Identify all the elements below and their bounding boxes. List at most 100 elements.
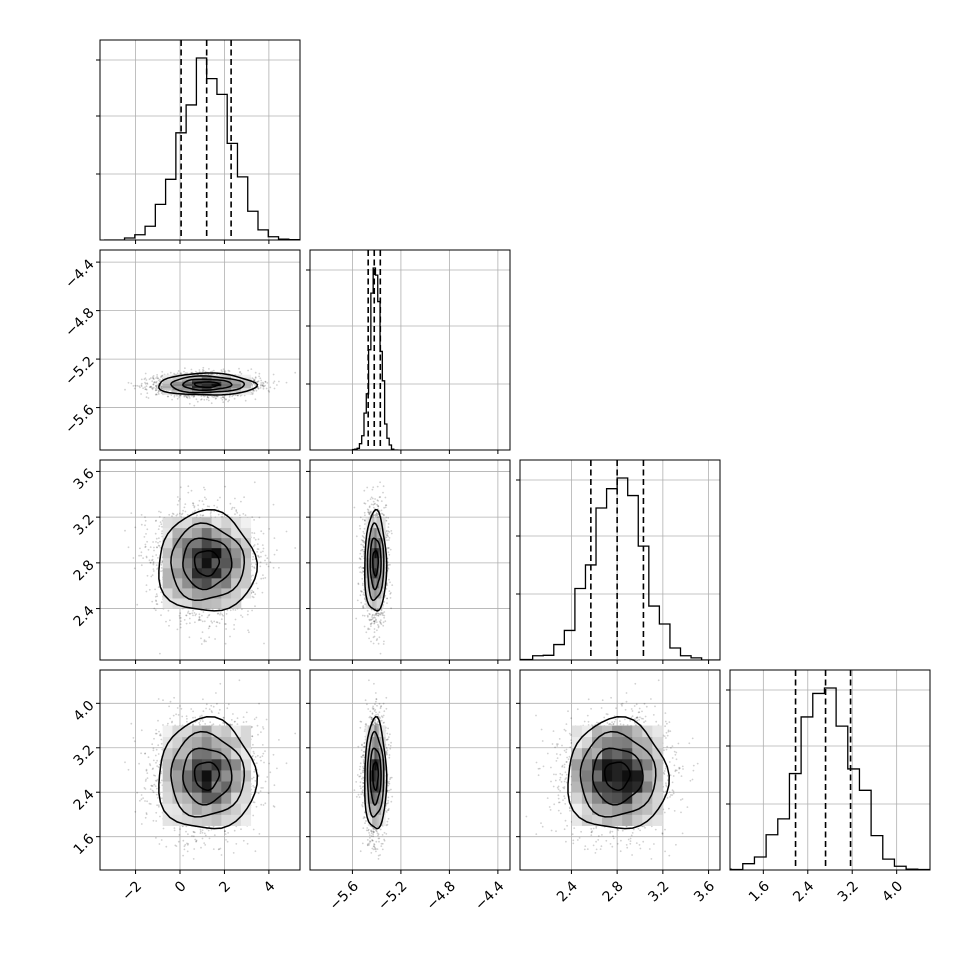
sample-point bbox=[144, 543, 147, 546]
sample-point bbox=[214, 396, 216, 398]
sample-point bbox=[187, 610, 190, 613]
sample-point bbox=[265, 387, 268, 390]
density-cell bbox=[240, 379, 252, 382]
sample-point bbox=[198, 371, 201, 373]
sample-point bbox=[206, 396, 209, 399]
sample-point bbox=[156, 393, 158, 396]
sample-point bbox=[146, 540, 149, 543]
sample-point bbox=[219, 612, 222, 614]
sample-point bbox=[201, 514, 204, 517]
sample-point bbox=[160, 387, 163, 389]
sample-point bbox=[261, 384, 264, 387]
sample-point bbox=[294, 547, 297, 549]
sample-point bbox=[154, 588, 157, 591]
sample-point bbox=[252, 389, 254, 392]
sample-point bbox=[151, 380, 154, 383]
sample-point bbox=[226, 609, 229, 612]
sample-point bbox=[148, 378, 151, 381]
sample-point bbox=[152, 383, 155, 386]
sample-point bbox=[208, 636, 211, 639]
sample-point bbox=[176, 513, 179, 516]
sample-point bbox=[153, 382, 155, 384]
sample-point bbox=[273, 553, 276, 556]
sample-point bbox=[153, 607, 156, 610]
sample-point bbox=[262, 532, 265, 535]
sample-point bbox=[147, 397, 150, 399]
sample-point bbox=[193, 404, 196, 407]
sample-point bbox=[155, 541, 157, 543]
sample-point bbox=[213, 504, 216, 507]
sample-point bbox=[188, 636, 191, 639]
sample-point bbox=[184, 367, 186, 370]
panel-frame bbox=[99, 39, 301, 241]
sample-point bbox=[155, 384, 157, 387]
sample-point bbox=[262, 547, 265, 550]
contour-line bbox=[193, 381, 221, 389]
sample-point bbox=[203, 395, 206, 398]
sample-point bbox=[152, 377, 155, 380]
sample-point bbox=[285, 381, 288, 384]
density-cell bbox=[201, 392, 212, 395]
sample-point bbox=[187, 612, 189, 614]
sample-point bbox=[229, 609, 232, 612]
density-cell bbox=[201, 387, 212, 391]
density-cell bbox=[221, 379, 232, 382]
sample-point bbox=[154, 520, 157, 522]
sample-point bbox=[166, 395, 169, 398]
sample-point bbox=[140, 523, 143, 526]
sample-point bbox=[176, 372, 179, 375]
sample-point bbox=[155, 377, 158, 379]
sample-point bbox=[254, 377, 257, 379]
sample-point bbox=[203, 640, 206, 643]
sample-point bbox=[215, 625, 218, 628]
sample-point bbox=[145, 556, 148, 559]
sample-point bbox=[202, 611, 205, 613]
sample-point bbox=[157, 377, 159, 380]
sample-point bbox=[156, 384, 159, 387]
sample-point bbox=[256, 543, 259, 545]
sample-point bbox=[262, 387, 265, 390]
sample-point bbox=[152, 375, 155, 377]
sample-point bbox=[208, 368, 210, 370]
sample-point bbox=[247, 369, 250, 372]
sample-point bbox=[264, 559, 266, 562]
sample-point bbox=[192, 614, 194, 617]
sample-point bbox=[144, 546, 147, 548]
sample-point bbox=[223, 370, 226, 372]
sample-point bbox=[184, 510, 187, 513]
density-cell bbox=[231, 383, 242, 387]
sample-point bbox=[238, 367, 240, 370]
sample-point bbox=[248, 631, 250, 634]
sample-point bbox=[254, 376, 257, 379]
sample-point bbox=[130, 382, 133, 385]
sample-point bbox=[173, 395, 176, 398]
sample-point bbox=[186, 396, 188, 399]
sample-point bbox=[143, 536, 146, 538]
sample-point bbox=[231, 506, 234, 509]
sample-point bbox=[260, 382, 263, 384]
panel-0-2: 2.42.83.23.6 bbox=[71, 459, 301, 664]
sample-point bbox=[168, 624, 170, 627]
sample-point bbox=[253, 390, 256, 392]
sample-point bbox=[251, 393, 254, 396]
sample-point bbox=[158, 525, 161, 527]
sample-point bbox=[179, 394, 182, 397]
sample-point bbox=[206, 396, 209, 399]
sample-point bbox=[200, 398, 202, 401]
sample-point bbox=[185, 614, 188, 617]
sample-point bbox=[160, 385, 163, 388]
sample-point bbox=[262, 382, 265, 385]
sample-point bbox=[140, 393, 143, 395]
sample-point bbox=[149, 561, 152, 564]
sample-point bbox=[176, 496, 179, 498]
sample-point bbox=[179, 623, 182, 626]
sample-point bbox=[182, 509, 185, 512]
sample-point bbox=[216, 506, 219, 509]
density-cell bbox=[162, 379, 173, 382]
sample-point bbox=[151, 387, 154, 390]
sample-point bbox=[180, 372, 183, 375]
sample-point bbox=[144, 524, 146, 527]
sample-point bbox=[198, 615, 201, 618]
sample-point bbox=[234, 497, 236, 500]
